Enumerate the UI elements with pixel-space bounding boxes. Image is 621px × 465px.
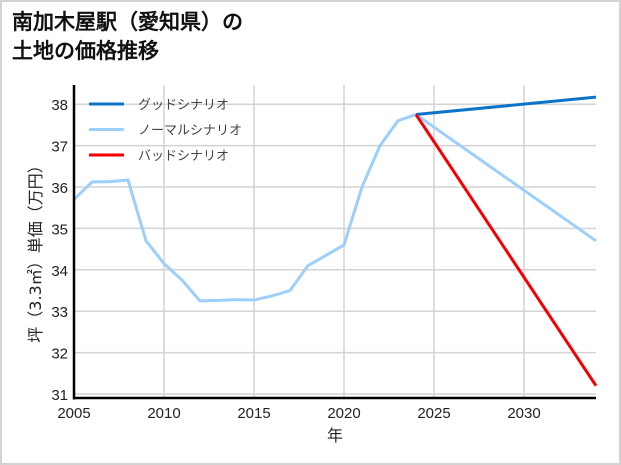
series-line xyxy=(414,113,598,387)
y-tick-label: 33 xyxy=(51,304,68,321)
series-lines xyxy=(72,95,598,387)
legend-label: ノーマルシナリオ xyxy=(138,124,242,139)
x-tick-label: 2010 xyxy=(147,405,180,422)
y-tick-label: 34 xyxy=(51,263,68,280)
axes xyxy=(72,85,596,400)
y-axis-label: 坪（3.3㎡）単価（万円） xyxy=(26,157,45,342)
series-line xyxy=(72,113,597,303)
tick-labels: 31 32 33 34 35 36 37 38 2005 2010 2015 2020 2025 2030 xyxy=(51,97,540,422)
y-tick-label: 32 xyxy=(51,346,68,363)
legend-label: グッドシナリオ xyxy=(138,98,229,113)
chart-title-line2: 土地の価格推移 xyxy=(12,39,159,63)
y-tick-label: 37 xyxy=(51,139,68,156)
series-line xyxy=(415,95,597,117)
y-tick-label: 35 xyxy=(51,221,68,238)
x-axis-label: 年 xyxy=(327,426,343,445)
x-tick-label: 2030 xyxy=(507,405,540,422)
x-tick-label: 2020 xyxy=(327,405,360,422)
x-tick-label: 2025 xyxy=(417,405,450,422)
chart-title-line1: 南加木屋駅（愛知県）の xyxy=(12,10,243,34)
x-tick-label: 2015 xyxy=(237,405,270,422)
legend-label: バッドシナリオ xyxy=(138,149,229,164)
y-tick-label: 31 xyxy=(51,387,68,404)
y-tick-label: 36 xyxy=(51,180,68,197)
y-tick-label: 38 xyxy=(51,97,68,114)
chart-title: 南加木屋駅（愛知県）の 土地の価格推移 xyxy=(12,8,243,66)
x-tick-label: 2005 xyxy=(57,405,90,422)
